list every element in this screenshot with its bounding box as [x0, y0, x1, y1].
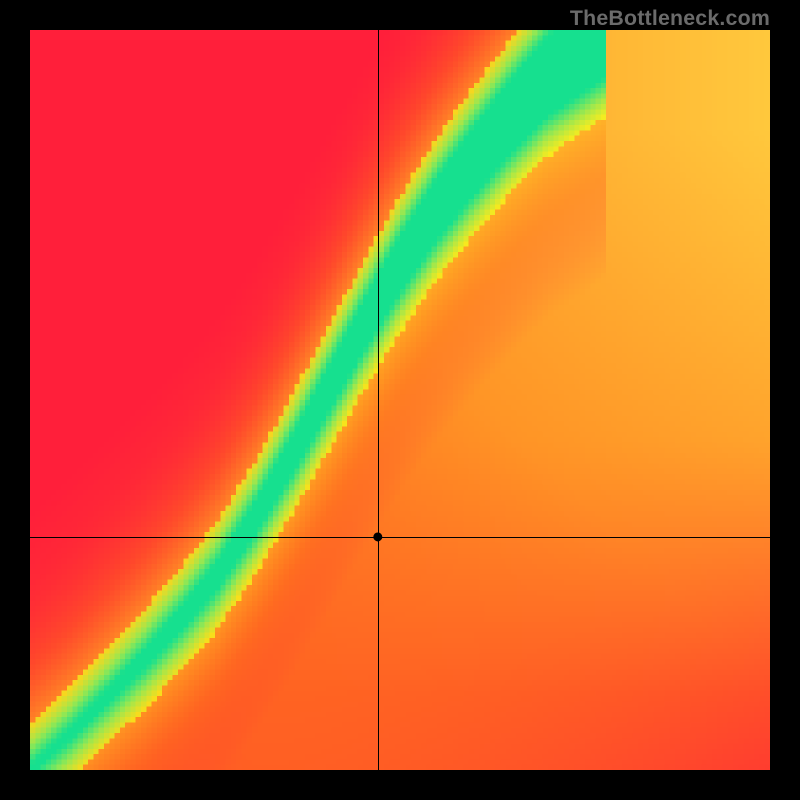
heatmap-plot — [30, 30, 770, 770]
watermark-text: TheBottleneck.com — [570, 6, 770, 31]
